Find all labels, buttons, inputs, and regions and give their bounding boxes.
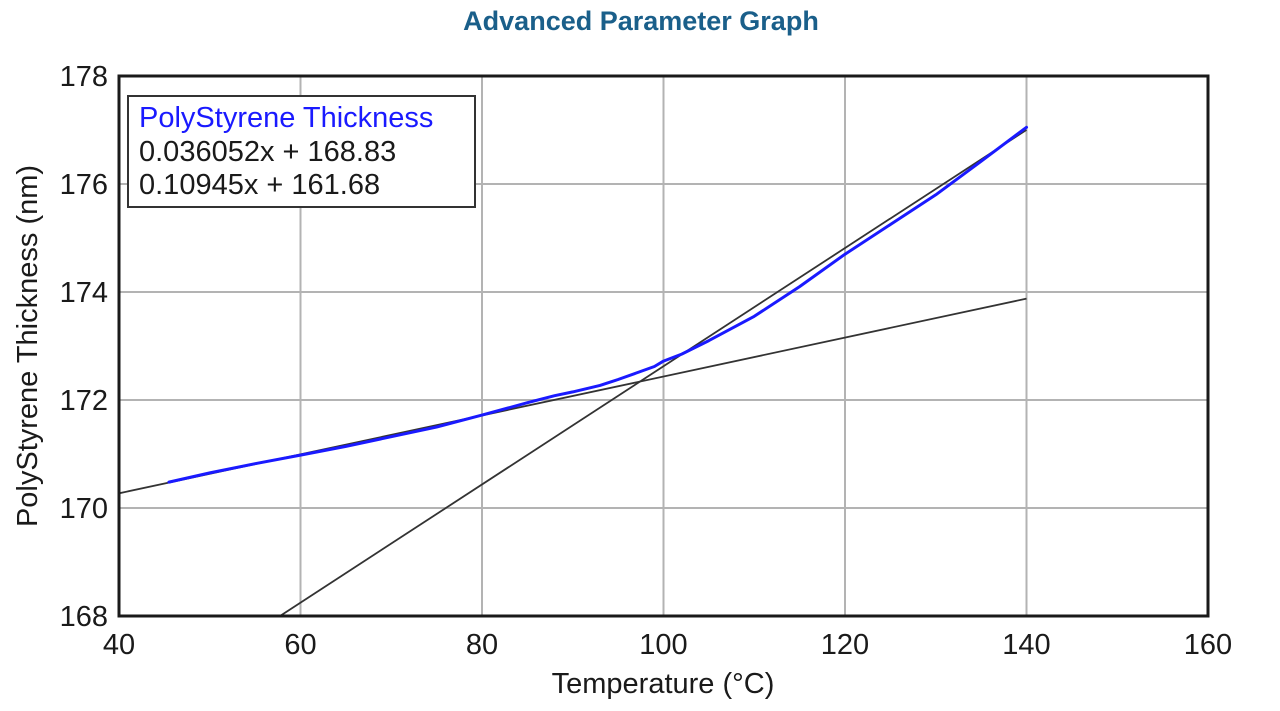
- y-tick-label: 168: [60, 601, 108, 633]
- x-tick-label: 100: [639, 629, 687, 661]
- plot-frame: [117, 74, 1210, 618]
- y-tick-label: 172: [60, 385, 108, 417]
- legend: PolyStyrene Thickness 0.036052x + 168.83…: [127, 95, 476, 208]
- y-tick-label: 174: [60, 277, 108, 309]
- legend-fit-label-1: 0.036052x + 168.83: [139, 136, 396, 168]
- y-tick-label: 176: [60, 169, 108, 201]
- x-axis-ticks: 40 60 80 100 120 140 160: [103, 629, 1232, 661]
- chart-title: Advanced Parameter Graph: [463, 6, 819, 36]
- x-tick-label: 140: [1002, 629, 1050, 661]
- y-axis-label: PolyStyrene Thickness (nm): [12, 165, 44, 527]
- fit-lines: [119, 129, 1027, 616]
- legend-fit-label-2: 0.10945x + 161.68: [139, 169, 380, 201]
- y-tick-label: 178: [60, 61, 108, 93]
- series: [167, 125, 1028, 484]
- fit-line-2: [278, 129, 1027, 616]
- x-tick-label: 40: [103, 629, 135, 661]
- y-tick-label: 170: [60, 493, 108, 525]
- grid: [119, 76, 1208, 616]
- series-line-polystyrene-thickness: [167, 125, 1028, 484]
- x-tick-label: 160: [1184, 629, 1232, 661]
- x-tick-label: 60: [284, 629, 316, 661]
- x-tick-label: 80: [466, 629, 498, 661]
- x-axis-label: Temperature (°C): [552, 668, 775, 700]
- x-tick-label: 120: [821, 629, 869, 661]
- y-axis-ticks: 168 170 172 174 176 178: [60, 61, 108, 633]
- legend-box: [127, 95, 476, 208]
- legend-series-label: PolyStyrene Thickness: [139, 102, 433, 134]
